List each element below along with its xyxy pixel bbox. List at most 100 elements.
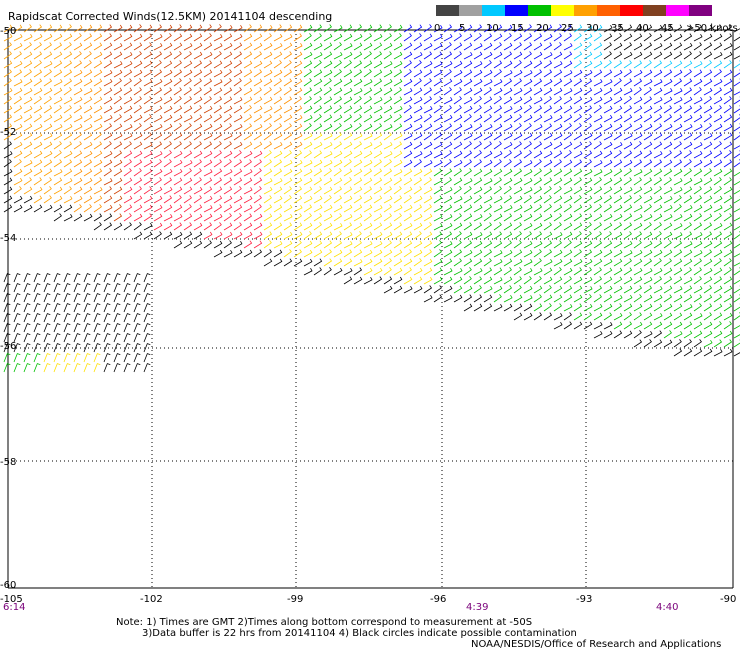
wind-barb [553, 132, 563, 141]
wind-barb [383, 285, 393, 294]
wind-barb [553, 159, 562, 168]
wind-barb [293, 222, 303, 231]
wind-barb [423, 249, 432, 258]
wind-barb [23, 51, 33, 60]
wind-barb [213, 177, 223, 186]
wind-barb [53, 114, 63, 123]
wind-barb [443, 60, 453, 69]
wind-barb [313, 123, 323, 132]
wind-barb [503, 267, 512, 276]
wind-barb [533, 69, 543, 78]
wind-barb [53, 177, 63, 186]
wind-barb [303, 115, 313, 123]
wind-barb [533, 258, 542, 267]
wind-barb [103, 363, 111, 373]
wind-barb [153, 195, 163, 204]
wind-barb [253, 231, 263, 240]
wind-barb [313, 24, 323, 33]
wind-barb [713, 285, 723, 294]
wind-barb [263, 33, 272, 42]
wind-barbs [3, 24, 740, 373]
wind-barb [563, 78, 573, 87]
wind-barb [43, 303, 51, 313]
wind-barb [583, 51, 593, 60]
wind-barb [643, 159, 653, 168]
wind-barb [583, 33, 593, 42]
wind-barb [503, 159, 512, 168]
wind-barb [403, 222, 413, 231]
wind-barb [203, 213, 213, 222]
wind-barb [463, 285, 473, 294]
wind-barb [573, 294, 583, 303]
wind-barb [313, 213, 323, 222]
wind-barb [383, 177, 393, 186]
wind-barb [583, 132, 593, 141]
wind-barb [433, 25, 443, 33]
wind-barb [673, 286, 683, 294]
wind-barb [623, 195, 633, 204]
wind-barb [323, 133, 333, 141]
wind-barb [63, 96, 73, 105]
wind-barb [463, 105, 473, 114]
wind-barb [133, 42, 143, 51]
wind-barb [443, 97, 453, 105]
wind-barb [663, 222, 673, 231]
wind-barb [643, 123, 653, 132]
wind-barb [623, 222, 633, 231]
wind-barb [593, 322, 603, 330]
wind-barb [383, 159, 392, 168]
wind-barb [303, 24, 313, 33]
wind-barb [583, 222, 592, 231]
wind-barb [633, 258, 643, 267]
wind-barb [523, 141, 532, 150]
wind-barb [693, 276, 702, 285]
wind-barb [393, 24, 403, 33]
wind-barb [513, 96, 523, 105]
wind-barb [533, 124, 543, 132]
wind-barb [373, 276, 383, 285]
wind-barb [333, 213, 343, 222]
wind-barb [593, 213, 603, 222]
wind-barb [623, 78, 633, 87]
wind-barb [213, 168, 223, 177]
wind-barb [113, 105, 123, 114]
wind-barb [563, 222, 573, 231]
wind-barb [133, 323, 141, 333]
wind-barb [373, 97, 383, 105]
wind-barb [3, 283, 11, 293]
wind-barb [153, 24, 163, 33]
wind-barb [333, 52, 343, 60]
wind-barb [73, 96, 83, 105]
wind-barb [403, 267, 412, 276]
wind-barb [493, 150, 503, 159]
wind-barb [403, 159, 413, 168]
wind-barb [453, 222, 463, 231]
wind-barb [683, 168, 692, 177]
wind-barb [463, 60, 473, 69]
wind-barb [123, 33, 133, 42]
wind-barb [723, 87, 733, 96]
wind-barb [473, 195, 482, 204]
wind-barb [563, 204, 572, 213]
wind-barb [543, 52, 553, 60]
wind-barb [183, 105, 193, 114]
wind-barb [33, 303, 41, 313]
wind-barb [693, 195, 703, 204]
wind-barb [713, 159, 723, 168]
wind-barb [693, 232, 703, 240]
wind-barb [663, 168, 673, 177]
wind-barb [93, 213, 103, 222]
wind-barb [573, 231, 582, 240]
wind-barb [263, 240, 272, 249]
wind-barb [473, 33, 482, 42]
wind-barb [73, 115, 83, 123]
wind-barb [153, 159, 162, 168]
wind-barb [113, 87, 123, 96]
legend-swatch [597, 5, 620, 16]
wind-barb [3, 78, 12, 87]
wind-barb [293, 132, 303, 141]
wind-barb [423, 51, 433, 60]
wind-barb [343, 87, 353, 96]
wind-barb [53, 323, 61, 333]
wind-barb [713, 69, 722, 78]
